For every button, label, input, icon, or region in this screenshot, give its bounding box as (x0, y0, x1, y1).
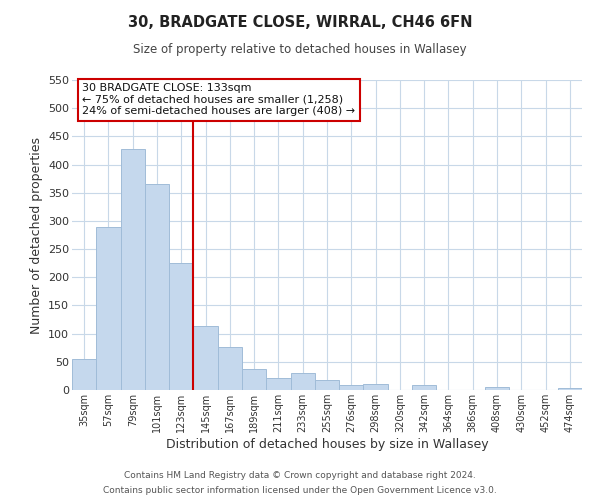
Bar (339, 386, 364, 390)
X-axis label: Distribution of detached houses by size in Wallasey: Distribution of detached houses by size … (166, 438, 488, 451)
Text: 30 BRADGATE CLOSE: 133sqm
← 75% of detached houses are smaller (1,258)
24% of se: 30 BRADGATE CLOSE: 133sqm ← 75% of detac… (82, 83, 355, 116)
Bar (364, 384, 388, 390)
Bar (412, 385, 436, 390)
Bar (96, 226, 121, 390)
Bar (218, 347, 242, 390)
Bar (558, 388, 582, 390)
Bar (145, 184, 169, 390)
Text: Contains HM Land Registry data © Crown copyright and database right 2024.: Contains HM Land Registry data © Crown c… (124, 471, 476, 480)
Bar (193, 326, 218, 390)
Text: Size of property relative to detached houses in Wallasey: Size of property relative to detached ho… (133, 42, 467, 56)
Bar (72, 359, 96, 390)
Text: 30, BRADGATE CLOSE, WIRRAL, CH46 6FN: 30, BRADGATE CLOSE, WIRRAL, CH46 6FN (128, 15, 472, 30)
Bar (169, 263, 193, 390)
Bar (121, 149, 145, 390)
Y-axis label: Number of detached properties: Number of detached properties (29, 136, 43, 334)
Bar (266, 378, 290, 390)
Bar (315, 380, 339, 390)
Bar (485, 387, 509, 390)
Bar (290, 373, 315, 390)
Bar (242, 368, 266, 390)
Text: Contains public sector information licensed under the Open Government Licence v3: Contains public sector information licen… (103, 486, 497, 495)
